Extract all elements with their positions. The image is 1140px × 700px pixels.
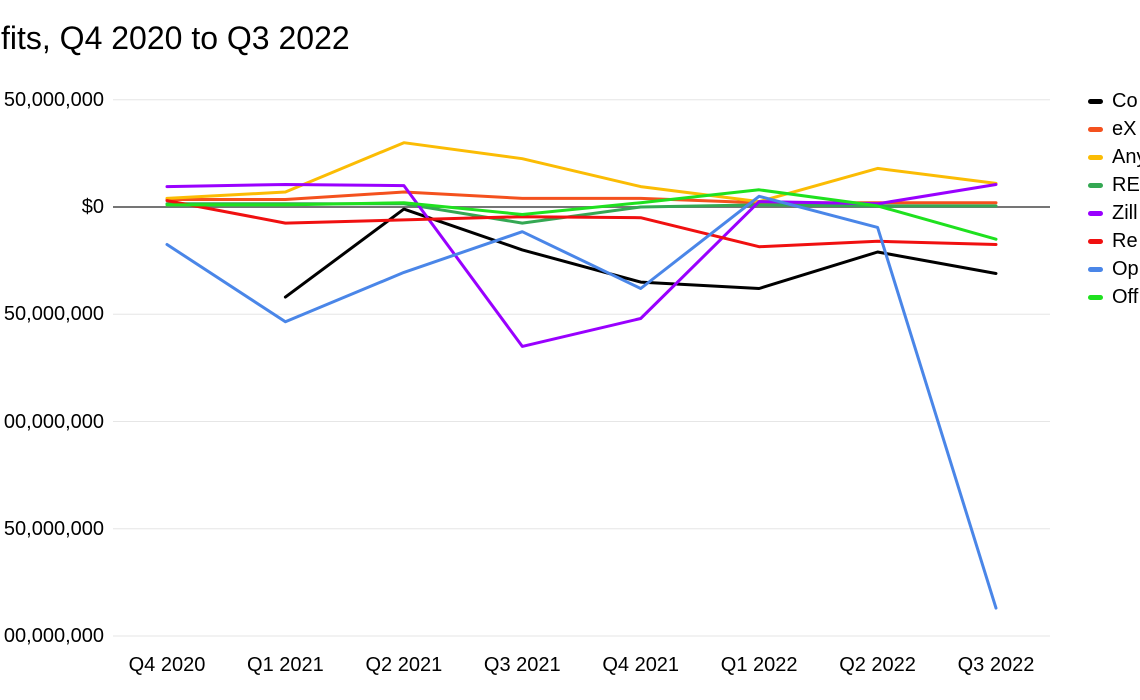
series-line-re (165, 199, 998, 249)
legend-swatch-icon (1088, 98, 1103, 104)
legend-item-off: Off (1088, 283, 1138, 311)
series-line-off (165, 188, 998, 241)
legend-item-any: Any (1088, 143, 1140, 171)
y-axis-label: 00,000,000 (3, 625, 104, 647)
legend-label: Re (1112, 229, 1138, 252)
x-axis-label: Q1 2021 (247, 654, 324, 676)
legend-swatch-icon (1088, 266, 1103, 272)
x-axis-label: Q1 2022 (720, 654, 798, 676)
chart-title: fits, Q4 2020 to Q3 2022 (1, 20, 350, 56)
legend-label: eX (1112, 117, 1137, 140)
legend-item-ex: eX (1088, 115, 1136, 143)
legend-swatch-icon (1088, 182, 1103, 188)
x-axis-label: Q4 2020 (128, 654, 206, 676)
y-axis-label: 50,000,000 (3, 517, 104, 540)
legend-label: Op (1112, 257, 1139, 280)
legend-swatch-icon (1088, 126, 1103, 132)
series-line-co (283, 207, 998, 299)
legend-label: Any (1112, 145, 1140, 168)
series-line-any (165, 141, 998, 204)
series-line-op (165, 194, 998, 610)
y-axis-label: 50,000,000 (3, 88, 104, 111)
legend-swatch-icon (1088, 154, 1103, 160)
legend-label: Co (1112, 89, 1138, 112)
legend-item-re: RE (1088, 171, 1140, 199)
legend-swatch-icon (1088, 294, 1103, 300)
y-axis-label: 00,000,000 (3, 410, 104, 433)
legend-swatch-icon (1088, 210, 1103, 216)
x-axis-label: Q2 2021 (365, 654, 443, 676)
x-axis-label: Q3 2022 (957, 654, 1035, 676)
legend-label: RE (1112, 173, 1140, 196)
x-axis-label: Q2 2022 (839, 654, 916, 676)
legend-item-re: Re (1088, 227, 1138, 255)
legend-item-co: Co (1088, 87, 1138, 115)
legend-label: Zill (1112, 201, 1138, 224)
y-axis-label: 50,000,000 (3, 303, 104, 326)
legend-item-op: Op (1088, 255, 1139, 283)
legend-swatch-icon (1088, 238, 1103, 244)
legend-label: Off (1112, 285, 1139, 308)
x-axis-label: Q3 2021 (483, 654, 561, 676)
legend-item-zill: Zill (1088, 199, 1138, 227)
x-axis-label: Q4 2021 (602, 654, 680, 676)
y-axis-label: $0 (81, 196, 104, 218)
series-line-ex (165, 190, 998, 205)
